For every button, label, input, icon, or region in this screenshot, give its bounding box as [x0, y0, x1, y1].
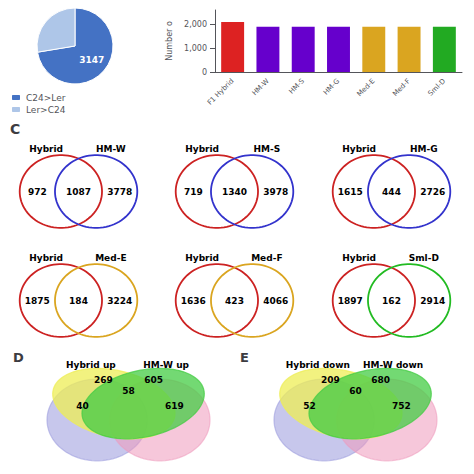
- svg-text:HM-G: HM-G: [322, 77, 341, 96]
- svg-text:Hybrid: Hybrid: [185, 144, 219, 154]
- svg-text:1615: 1615: [338, 187, 363, 197]
- svg-text:Hybrid: Hybrid: [342, 253, 376, 263]
- svg-text:0: 0: [202, 68, 207, 77]
- svg-text:752: 752: [392, 401, 411, 411]
- svg-text:Med-E: Med-E: [356, 77, 377, 98]
- svg-text:Hybrid: Hybrid: [185, 253, 219, 263]
- svg-text:680: 680: [371, 375, 390, 385]
- svg-text:HM-S: HM-S: [287, 77, 306, 96]
- svg-text:60: 60: [349, 386, 362, 396]
- svg-text:605: 605: [144, 375, 163, 385]
- svg-text:162: 162: [382, 296, 401, 306]
- svg-text:2,000: 2,000: [184, 20, 207, 29]
- svg-text:3978: 3978: [263, 187, 288, 197]
- svg-text:Hybrid: Hybrid: [29, 253, 63, 263]
- svg-text:2726: 2726: [420, 187, 445, 197]
- svg-text:HM-G: HM-G: [410, 144, 438, 154]
- svg-text:C24>Ler: C24>Ler: [26, 93, 66, 103]
- svg-text:D: D: [13, 350, 24, 365]
- svg-text:40: 40: [76, 401, 89, 411]
- svg-text:Sml-D: Sml-D: [409, 253, 439, 263]
- svg-text:184: 184: [69, 296, 88, 306]
- svg-text:Med-E: Med-E: [95, 253, 126, 263]
- svg-text:58: 58: [122, 386, 135, 396]
- svg-text:C: C: [10, 121, 20, 137]
- svg-text:52: 52: [303, 401, 316, 411]
- svg-text:HM-W down: HM-W down: [363, 360, 423, 370]
- svg-text:HM-S: HM-S: [253, 144, 280, 154]
- svg-text:E: E: [240, 350, 249, 365]
- svg-text:1340: 1340: [222, 187, 247, 197]
- svg-text:444: 444: [382, 187, 401, 197]
- svg-text:Med-F: Med-F: [391, 77, 412, 98]
- svg-text:423: 423: [225, 296, 244, 306]
- svg-text:Hybrid up: Hybrid up: [66, 360, 116, 370]
- svg-text:1875: 1875: [25, 296, 50, 306]
- svg-text:619: 619: [165, 401, 184, 411]
- svg-text:3778: 3778: [107, 187, 132, 197]
- svg-text:1636: 1636: [181, 296, 206, 306]
- svg-text:209: 209: [321, 375, 340, 385]
- svg-text:Hybrid: Hybrid: [342, 144, 376, 154]
- svg-text:HM-W up: HM-W up: [143, 360, 189, 370]
- svg-text:HM-W: HM-W: [251, 77, 271, 97]
- svg-text:HM-W: HM-W: [96, 144, 126, 154]
- svg-text:972: 972: [28, 187, 47, 197]
- svg-text:1087: 1087: [66, 187, 91, 197]
- svg-text:Ler>C24: Ler>C24: [26, 105, 66, 115]
- svg-text:1897: 1897: [338, 296, 363, 306]
- svg-text:Sml-D: Sml-D: [427, 77, 448, 98]
- svg-text:Med-F: Med-F: [251, 253, 282, 263]
- svg-text:Hybrid: Hybrid: [29, 144, 63, 154]
- svg-text:2914: 2914: [420, 296, 445, 306]
- svg-text:3147: 3147: [79, 55, 104, 65]
- svg-text:3224: 3224: [107, 296, 132, 306]
- svg-text:F1 Hybrid: F1 Hybrid: [206, 77, 236, 107]
- svg-text:4066: 4066: [263, 296, 288, 306]
- svg-text:269: 269: [94, 375, 113, 385]
- svg-text:Number o: Number o: [165, 21, 174, 61]
- svg-text:719: 719: [184, 187, 203, 197]
- svg-text:1,000: 1,000: [184, 44, 207, 53]
- svg-text:Hybrid down: Hybrid down: [286, 360, 350, 370]
